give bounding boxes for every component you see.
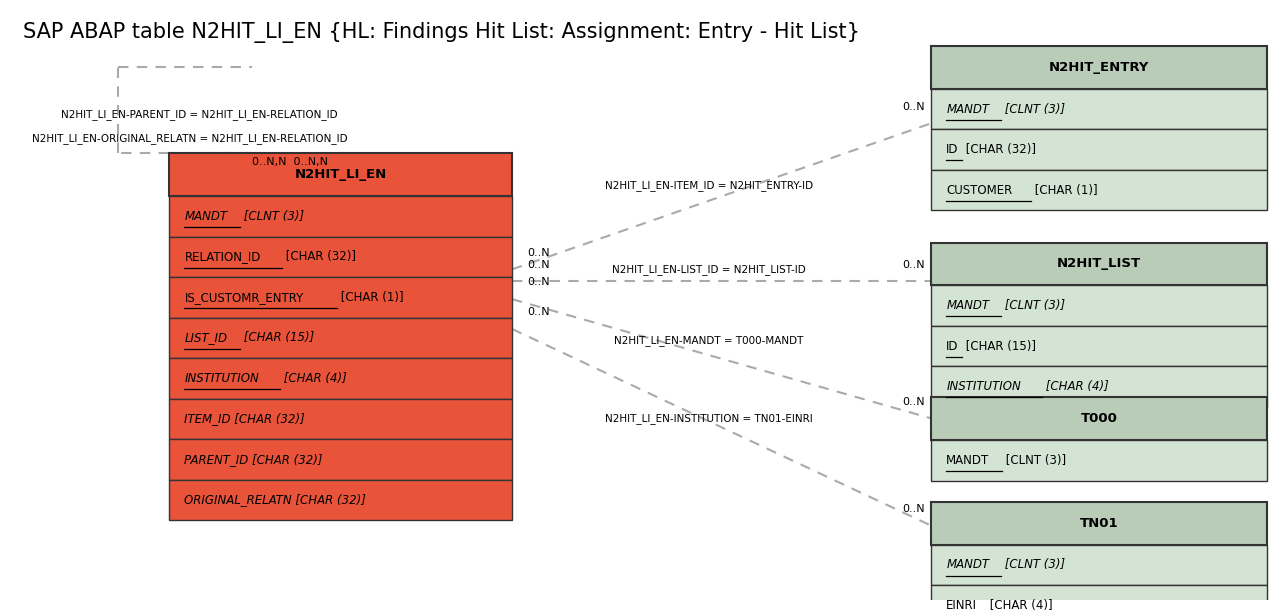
Text: LIST_ID: LIST_ID [184,331,227,344]
Text: N2HIT_LI_EN-INSTITUTION = TN01-EINRI: N2HIT_LI_EN-INSTITUTION = TN01-EINRI [604,413,813,424]
Text: 0..N: 0..N [528,277,550,287]
Text: MANDT: MANDT [946,454,989,467]
Text: ID: ID [946,339,958,353]
FancyBboxPatch shape [932,242,1268,285]
FancyBboxPatch shape [169,439,512,480]
Text: N2HIT_LI_EN-ORIGINAL_RELATN = N2HIT_LI_EN-RELATION_ID: N2HIT_LI_EN-ORIGINAL_RELATN = N2HIT_LI_E… [32,133,348,144]
FancyBboxPatch shape [932,326,1268,367]
Text: 0..N: 0..N [528,260,550,269]
Text: 0..N: 0..N [902,397,925,407]
FancyBboxPatch shape [932,46,1268,89]
FancyBboxPatch shape [169,277,512,317]
Text: N2HIT_LI_EN-MANDT = T000-MANDT: N2HIT_LI_EN-MANDT = T000-MANDT [615,335,804,346]
Text: MANDT: MANDT [946,558,989,571]
Text: N2HIT_ENTRY: N2HIT_ENTRY [1049,61,1149,74]
Text: ITEM_ID [CHAR (32)]: ITEM_ID [CHAR (32)] [184,413,305,426]
Text: [CHAR (4)]: [CHAR (4)] [1042,380,1109,393]
Text: INSTITUTION: INSTITUTION [946,380,1021,393]
Text: N2HIT_LIST: N2HIT_LIST [1057,258,1141,271]
Text: [CHAR (15)]: [CHAR (15)] [239,331,314,344]
FancyBboxPatch shape [932,170,1268,210]
FancyBboxPatch shape [932,502,1268,545]
Text: INSTITUTION: INSTITUTION [184,372,259,385]
Text: T000: T000 [1081,413,1118,426]
FancyBboxPatch shape [932,285,1268,326]
Text: ORIGINAL_RELATN [CHAR (32)]: ORIGINAL_RELATN [CHAR (32)] [184,493,367,507]
Text: MANDT: MANDT [946,299,989,312]
FancyBboxPatch shape [169,399,512,439]
Text: TN01: TN01 [1080,517,1118,530]
Text: N2HIT_LI_EN-PARENT_ID = N2HIT_LI_EN-RELATION_ID: N2HIT_LI_EN-PARENT_ID = N2HIT_LI_EN-RELA… [61,109,337,120]
Text: PARENT_ID [CHAR (32)]: PARENT_ID [CHAR (32)] [184,453,323,466]
Text: [CLNT (3)]: [CLNT (3)] [1002,299,1066,312]
Text: RELATION_ID: RELATION_ID [184,250,261,263]
FancyBboxPatch shape [932,89,1268,129]
FancyBboxPatch shape [169,358,512,399]
FancyBboxPatch shape [932,545,1268,585]
Text: [CHAR (4)]: [CHAR (4)] [987,599,1053,612]
Text: 0..N: 0..N [528,248,550,258]
Text: 0..N: 0..N [902,260,925,269]
Text: N2HIT_LI_EN-LIST_ID = N2HIT_LIST-ID: N2HIT_LI_EN-LIST_ID = N2HIT_LIST-ID [612,264,805,275]
FancyBboxPatch shape [169,480,512,520]
Text: [CLNT (3)]: [CLNT (3)] [1002,454,1066,467]
Text: MANDT: MANDT [946,103,989,116]
Text: CUSTOMER: CUSTOMER [946,184,1012,197]
Text: [CHAR (4)]: [CHAR (4)] [280,372,348,385]
Text: 0..N,N  0..N,N: 0..N,N 0..N,N [252,157,327,167]
Text: [CLNT (3)]: [CLNT (3)] [239,210,304,223]
Text: [CHAR (32)]: [CHAR (32)] [282,250,357,263]
FancyBboxPatch shape [932,440,1268,481]
FancyBboxPatch shape [169,237,512,277]
Text: [CHAR (1)]: [CHAR (1)] [337,291,404,304]
FancyBboxPatch shape [169,153,512,196]
FancyBboxPatch shape [169,196,512,237]
Text: [CHAR (32)]: [CHAR (32)] [962,143,1036,156]
Text: 0..N: 0..N [902,504,925,514]
FancyBboxPatch shape [169,317,512,358]
FancyBboxPatch shape [932,367,1268,407]
Text: [CLNT (3)]: [CLNT (3)] [1002,558,1066,571]
Text: MANDT: MANDT [184,210,227,223]
FancyBboxPatch shape [932,397,1268,440]
Text: [CLNT (3)]: [CLNT (3)] [1002,103,1066,116]
Text: IS_CUSTOMR_ENTRY: IS_CUSTOMR_ENTRY [184,291,304,304]
Text: SAP ABAP table N2HIT_LI_EN {HL: Findings Hit List: Assignment: Entry - Hit List}: SAP ABAP table N2HIT_LI_EN {HL: Findings… [23,22,860,43]
Text: EINRI: EINRI [946,599,978,612]
Text: N2HIT_LI_EN-ITEM_ID = N2HIT_ENTRY-ID: N2HIT_LI_EN-ITEM_ID = N2HIT_ENTRY-ID [604,180,813,191]
Text: [CHAR (15)]: [CHAR (15)] [962,339,1036,353]
Text: N2HIT_LI_EN: N2HIT_LI_EN [294,168,387,181]
FancyBboxPatch shape [932,129,1268,170]
Text: [CHAR (1)]: [CHAR (1)] [1031,184,1098,197]
Text: 0..N: 0..N [902,101,925,112]
FancyBboxPatch shape [932,585,1268,615]
Text: ID: ID [946,143,958,156]
Text: 0..N: 0..N [528,308,550,317]
